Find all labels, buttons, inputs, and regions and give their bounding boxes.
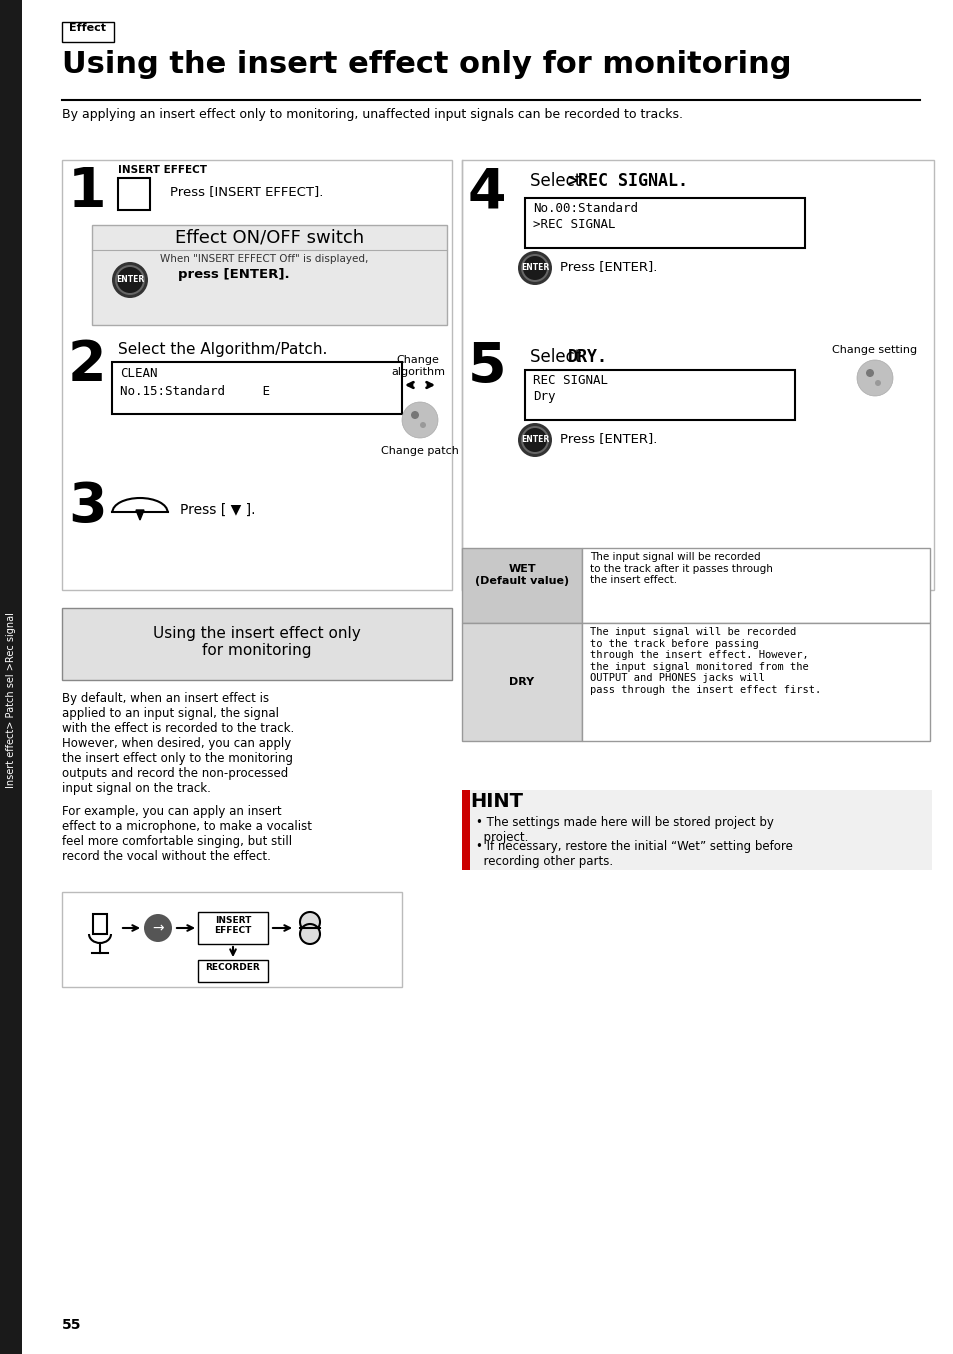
Text: Press [ENTER].: Press [ENTER]. <box>559 260 657 274</box>
Text: REC SIGNAL: REC SIGNAL <box>533 374 607 387</box>
Bar <box>581 548 929 623</box>
Bar <box>198 960 268 982</box>
Text: ENTER: ENTER <box>520 436 549 444</box>
Text: Effect: Effect <box>70 23 107 32</box>
Text: Press [ ▼ ].: Press [ ▼ ]. <box>180 502 255 517</box>
Bar <box>524 370 794 420</box>
Circle shape <box>144 914 172 942</box>
Text: 2: 2 <box>68 338 107 393</box>
Bar <box>62 608 452 680</box>
Text: Select the Algorithm/Patch.: Select the Algorithm/Patch. <box>118 343 327 357</box>
Circle shape <box>520 427 548 454</box>
Text: By default, when an insert effect is
applied to an input signal, the signal
with: By default, when an insert effect is app… <box>62 692 294 795</box>
Bar <box>461 623 581 741</box>
Text: • If necessary, restore the initial “Wet” setting before
  recording other parts: • If necessary, restore the initial “Wet… <box>476 839 792 868</box>
Text: No.15:Standard     E: No.15:Standard E <box>120 385 270 398</box>
Circle shape <box>520 255 548 282</box>
Bar <box>62 892 401 987</box>
Bar <box>62 22 113 42</box>
Circle shape <box>299 913 319 932</box>
Bar <box>461 789 470 871</box>
Text: Change
algorithm: Change algorithm <box>391 355 444 376</box>
Text: 4: 4 <box>468 165 506 219</box>
Text: For example, you can apply an insert
effect to a microphone, to make a vocalist
: For example, you can apply an insert eff… <box>62 806 312 862</box>
Text: INSERT
EFFECT: INSERT EFFECT <box>214 917 252 936</box>
Bar <box>581 623 929 741</box>
Text: Select: Select <box>530 172 586 190</box>
Text: By applying an insert effect only to monitoring, unaffected input signals can be: By applying an insert effect only to mon… <box>62 108 682 121</box>
Bar <box>91 225 447 325</box>
Text: • The settings made here will be stored project by
  project.: • The settings made here will be stored … <box>476 816 773 844</box>
Text: Using the insert effect only
for monitoring: Using the insert effect only for monitor… <box>153 626 360 658</box>
Text: ENTER: ENTER <box>115 275 144 284</box>
Text: WET
(Default value): WET (Default value) <box>475 565 569 586</box>
Circle shape <box>856 360 892 395</box>
Text: RECORDER: RECORDER <box>206 963 260 972</box>
Text: press [ENTER].: press [ENTER]. <box>178 268 290 282</box>
Circle shape <box>517 422 552 458</box>
Text: Change patch: Change patch <box>380 445 458 456</box>
Bar <box>112 362 401 414</box>
Polygon shape <box>136 510 144 520</box>
Circle shape <box>874 380 880 386</box>
Bar <box>461 160 933 590</box>
Text: ENTER: ENTER <box>520 264 549 272</box>
Bar <box>470 789 931 871</box>
Text: Using the insert effect only for monitoring: Using the insert effect only for monitor… <box>62 50 791 79</box>
Circle shape <box>401 402 437 437</box>
Circle shape <box>112 263 148 298</box>
Text: HINT: HINT <box>470 792 522 811</box>
Text: Press [INSERT EFFECT].: Press [INSERT EFFECT]. <box>170 185 323 198</box>
Text: No.00:Standard: No.00:Standard <box>533 202 638 215</box>
Text: 1: 1 <box>68 165 107 219</box>
Circle shape <box>299 923 319 944</box>
Circle shape <box>517 250 552 284</box>
Bar <box>461 548 581 623</box>
Text: Insert effect> Patch sel >Rec signal: Insert effect> Patch sel >Rec signal <box>6 612 16 788</box>
Text: 5: 5 <box>468 340 506 394</box>
Text: 55: 55 <box>62 1317 81 1332</box>
Circle shape <box>522 428 546 452</box>
Bar <box>118 177 150 210</box>
Text: →: → <box>152 921 164 936</box>
Bar <box>198 913 268 944</box>
Circle shape <box>115 265 145 295</box>
Bar <box>92 914 107 934</box>
Circle shape <box>419 422 426 428</box>
Text: Select: Select <box>530 348 586 366</box>
Text: When "INSERT EFFECT Off" is displayed,: When "INSERT EFFECT Off" is displayed, <box>160 255 368 264</box>
Text: 3: 3 <box>68 481 107 533</box>
Text: DRY: DRY <box>509 677 534 686</box>
Text: Dry: Dry <box>533 390 555 403</box>
Text: The input signal will be recorded
to the track before passing
through the insert: The input signal will be recorded to the… <box>589 627 821 695</box>
Bar <box>62 160 452 590</box>
Text: Press [ENTER].: Press [ENTER]. <box>559 432 657 445</box>
Text: >REC SIGNAL.: >REC SIGNAL. <box>567 172 687 190</box>
Text: CLEAN: CLEAN <box>120 367 157 380</box>
Circle shape <box>117 267 143 292</box>
Text: The input signal will be recorded
to the track after it passes through
the inser: The input signal will be recorded to the… <box>589 552 772 585</box>
Circle shape <box>411 412 418 418</box>
Circle shape <box>865 370 873 376</box>
Text: Change setting: Change setting <box>832 345 917 355</box>
Circle shape <box>522 256 546 280</box>
Bar <box>524 198 804 248</box>
Text: >REC SIGNAL: >REC SIGNAL <box>533 218 615 232</box>
Text: DRY.: DRY. <box>567 348 607 366</box>
Text: INSERT EFFECT: INSERT EFFECT <box>118 165 207 175</box>
Text: Effect ON/OFF switch: Effect ON/OFF switch <box>175 227 364 246</box>
Bar <box>0 0 22 1354</box>
